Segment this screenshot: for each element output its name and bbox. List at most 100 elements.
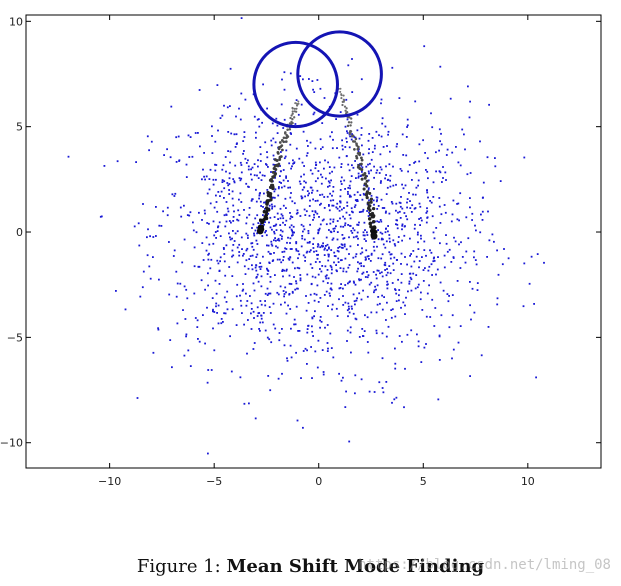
data-point	[405, 296, 407, 299]
data-point	[212, 178, 215, 181]
data-point	[466, 173, 469, 176]
data-point	[229, 150, 232, 153]
data-point	[476, 289, 479, 291]
data-point	[358, 262, 361, 265]
data-point	[426, 157, 429, 160]
data-point	[442, 289, 445, 292]
data-point	[349, 280, 351, 283]
data-point	[458, 219, 460, 222]
data-point	[207, 272, 209, 275]
data-point	[306, 363, 308, 365]
data-point	[150, 140, 153, 143]
data-point	[223, 187, 226, 190]
data-point	[202, 259, 205, 261]
data-point	[170, 105, 173, 108]
data-point	[446, 293, 449, 295]
data-point	[417, 241, 419, 244]
data-point	[340, 246, 343, 249]
data-point	[352, 236, 355, 239]
data-point	[360, 164, 363, 167]
data-point	[403, 406, 405, 409]
data-point	[430, 201, 433, 204]
data-point	[232, 220, 235, 222]
data-point	[388, 237, 391, 240]
data-point	[438, 205, 441, 208]
data-point	[448, 295, 450, 297]
data-point	[345, 137, 348, 140]
data-point	[340, 163, 343, 165]
data-point	[324, 159, 326, 162]
data-point	[357, 176, 360, 179]
data-point	[325, 290, 328, 293]
data-point	[262, 206, 264, 208]
data-point	[293, 231, 295, 234]
data-point	[204, 288, 206, 291]
data-point	[292, 231, 294, 234]
data-point	[408, 164, 411, 166]
data-point	[285, 248, 288, 250]
data-point	[313, 299, 316, 302]
data-point	[363, 234, 366, 237]
data-point	[233, 180, 236, 183]
data-point	[523, 262, 526, 265]
data-point	[396, 227, 399, 230]
data-point	[322, 280, 325, 283]
data-point	[344, 188, 346, 190]
data-point	[457, 341, 460, 344]
data-point	[382, 243, 385, 246]
data-point	[253, 174, 256, 177]
data-point	[277, 194, 280, 197]
data-point	[289, 237, 292, 240]
data-point	[431, 298, 434, 301]
data-point	[406, 118, 409, 121]
data-point	[314, 211, 317, 214]
data-point	[403, 212, 406, 214]
data-point	[193, 246, 196, 249]
data-point	[194, 132, 197, 134]
data-points-layer	[67, 17, 545, 455]
y-tick-label: −10	[0, 437, 23, 450]
data-point	[379, 231, 382, 234]
data-point	[252, 348, 255, 350]
data-point	[183, 204, 185, 207]
data-point	[306, 241, 309, 244]
data-point	[215, 194, 217, 197]
data-point	[543, 261, 545, 264]
data-point	[327, 347, 329, 350]
data-point	[231, 237, 233, 240]
data-point	[215, 178, 217, 181]
trajectory-point	[365, 184, 369, 188]
data-point	[343, 237, 346, 239]
data-point	[412, 193, 414, 196]
data-point	[199, 145, 201, 148]
data-point	[386, 186, 389, 189]
data-point	[306, 139, 308, 142]
data-point	[316, 284, 319, 287]
data-point	[376, 196, 379, 199]
data-point	[348, 311, 351, 314]
data-point	[290, 356, 293, 359]
data-point	[256, 214, 259, 217]
data-point	[325, 177, 327, 180]
data-point	[373, 289, 376, 292]
data-point	[232, 216, 235, 218]
data-point	[291, 261, 294, 264]
data-point	[344, 284, 347, 286]
data-point	[245, 304, 248, 307]
data-point	[290, 248, 293, 250]
data-point	[231, 255, 233, 258]
data-point	[103, 165, 106, 167]
data-point	[291, 291, 294, 294]
data-point	[420, 361, 423, 363]
data-point	[435, 151, 437, 154]
data-point	[373, 188, 375, 190]
trajectory-point	[273, 164, 277, 168]
data-point	[142, 270, 145, 273]
data-point	[276, 132, 279, 134]
trajectory-point	[290, 114, 293, 117]
data-point	[381, 357, 384, 360]
data-point	[324, 275, 327, 278]
data-point	[211, 135, 213, 137]
data-point	[293, 202, 296, 205]
data-point	[293, 323, 295, 326]
